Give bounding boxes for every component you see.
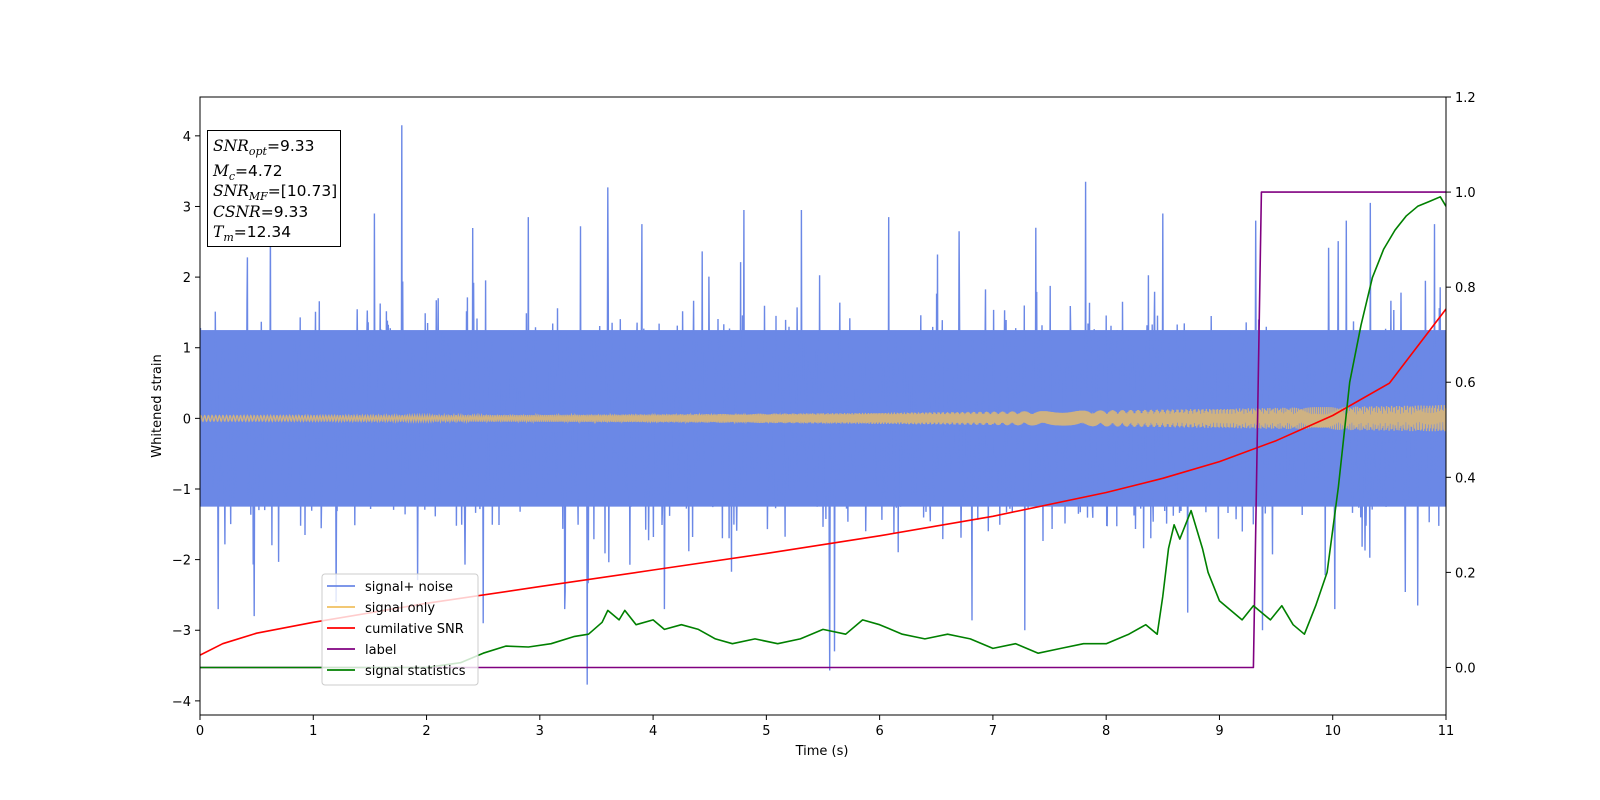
- y-right-tick-label: 1.0: [1455, 186, 1476, 201]
- x-tick-label: 7: [989, 724, 997, 739]
- y-left-tick-label: 1: [183, 342, 191, 357]
- y-left-tick-label: 3: [183, 200, 191, 215]
- legend-label: cumilative SNR: [365, 622, 464, 637]
- y-left-tick-label: 0: [183, 412, 191, 427]
- x-tick-label: 3: [536, 724, 544, 739]
- y-right-tick-label: 0.6: [1455, 376, 1476, 391]
- y-right-tick-label: 0.8: [1455, 281, 1476, 296]
- legend-label: signal+ noise: [365, 580, 453, 595]
- snr-opt-annotation: SNRopt=9.33: [213, 137, 315, 159]
- y-left-tick-label: −2: [172, 554, 191, 569]
- y-right-tick-label: 0.4: [1455, 471, 1476, 486]
- y-left-tick-label: 4: [183, 130, 191, 145]
- x-tick-label: 2: [422, 724, 430, 739]
- x-tick-label: 11: [1438, 724, 1455, 739]
- mc-value: 4.72: [248, 161, 283, 180]
- annotation-box: SNRopt=9.33 Mc=4.72 SNRMF=[10.73] CSNR=9…: [207, 130, 341, 247]
- y-left-tick-label: −1: [172, 483, 191, 498]
- csnr-annotation: CSNR=9.33: [213, 202, 309, 221]
- csnr-value: 9.33: [273, 202, 309, 221]
- y-axis-label-left: Whitened strain: [150, 354, 165, 457]
- series-signal-only: [200, 404, 1446, 432]
- x-tick-label: 9: [1215, 724, 1223, 739]
- snr-mf-value: [10.73]: [280, 182, 338, 200]
- y-right-tick-label: 0.2: [1455, 566, 1476, 581]
- x-tick-label: 10: [1324, 724, 1341, 739]
- y-left-tick-label: −3: [172, 624, 191, 639]
- x-tick-label: 8: [1102, 724, 1110, 739]
- tm-value: 12.34: [246, 223, 292, 241]
- legend-label: label: [365, 643, 396, 658]
- x-tick-label: 0: [196, 724, 204, 739]
- y-right-tick-label: 1.2: [1455, 91, 1476, 106]
- x-tick-label: 1: [309, 724, 317, 739]
- axes-layer: 0 1 2 3 4 5 6 7 8 9 10 11 −4 −3 −2 −1 0 1 2 3 4 0.0 0.2 0.4 0.6 0…: [172, 91, 1476, 739]
- snr-opt-value: 9.33: [279, 137, 315, 155]
- series-signal-statistics: [200, 196, 1446, 669]
- y-right-tick-label: 0.0: [1455, 661, 1476, 676]
- x-axis-label: Time (s): [795, 744, 849, 759]
- mc-annotation: Mc=4.72: [213, 161, 283, 183]
- legend-box: [321, 573, 479, 686]
- x-tick-label: 6: [875, 724, 883, 739]
- legend-label: signal statistics: [365, 664, 466, 679]
- x-tick-label: 4: [649, 724, 657, 739]
- tm-annotation: Tm=12.34: [213, 223, 292, 245]
- series-signal-noise: [200, 125, 1446, 685]
- series-cumilative-snr: [200, 308, 1446, 656]
- legend: signal+ noise signal only cumilative SNR la…: [321, 573, 479, 686]
- y-left-tick-label: 2: [183, 271, 191, 286]
- y-left-tick-label: −4: [172, 695, 191, 710]
- series-label: [200, 191, 1446, 669]
- x-tick-label: 5: [762, 724, 770, 739]
- series-layer: [200, 125, 1446, 685]
- snr-mf-annotation: SNRMF=[10.73]: [213, 182, 338, 204]
- plot-frame: [199, 96, 1447, 716]
- legend-label: signal only: [365, 601, 435, 616]
